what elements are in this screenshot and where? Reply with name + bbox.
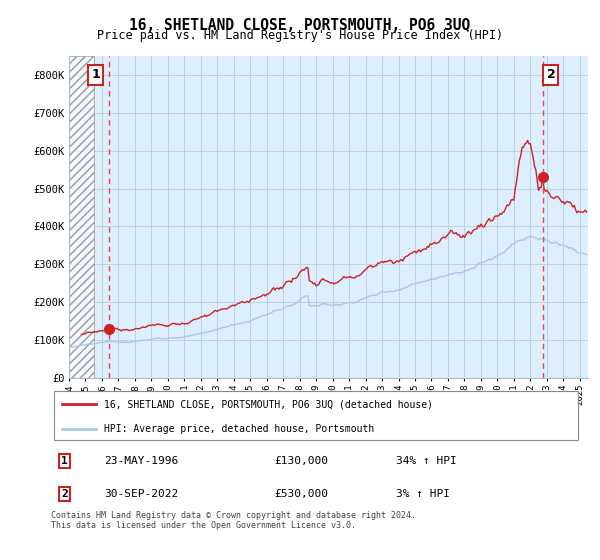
Text: 23-MAY-1996: 23-MAY-1996 [104, 456, 178, 466]
FancyBboxPatch shape [53, 391, 578, 440]
Text: 1: 1 [91, 68, 100, 81]
Text: £130,000: £130,000 [274, 456, 328, 466]
Text: 16, SHETLAND CLOSE, PORTSMOUTH, PO6 3UQ (detached house): 16, SHETLAND CLOSE, PORTSMOUTH, PO6 3UQ … [104, 399, 433, 409]
Bar [69, 56, 94, 378]
Text: 1: 1 [61, 456, 68, 466]
Text: 34% ↑ HPI: 34% ↑ HPI [396, 456, 457, 466]
Bar [69, 56, 94, 378]
Text: 30-SEP-2022: 30-SEP-2022 [104, 489, 178, 499]
Text: 2: 2 [61, 489, 68, 499]
Text: 3% ↑ HPI: 3% ↑ HPI [396, 489, 450, 499]
Text: Contains HM Land Registry data © Crown copyright and database right 2024.
This d: Contains HM Land Registry data © Crown c… [51, 511, 416, 530]
Text: 16, SHETLAND CLOSE, PORTSMOUTH, PO6 3UQ: 16, SHETLAND CLOSE, PORTSMOUTH, PO6 3UQ [130, 18, 470, 33]
Text: HPI: Average price, detached house, Portsmouth: HPI: Average price, detached house, Port… [104, 424, 374, 434]
Text: £530,000: £530,000 [274, 489, 328, 499]
Text: 2: 2 [547, 68, 556, 81]
Text: Price paid vs. HM Land Registry's House Price Index (HPI): Price paid vs. HM Land Registry's House … [97, 29, 503, 42]
